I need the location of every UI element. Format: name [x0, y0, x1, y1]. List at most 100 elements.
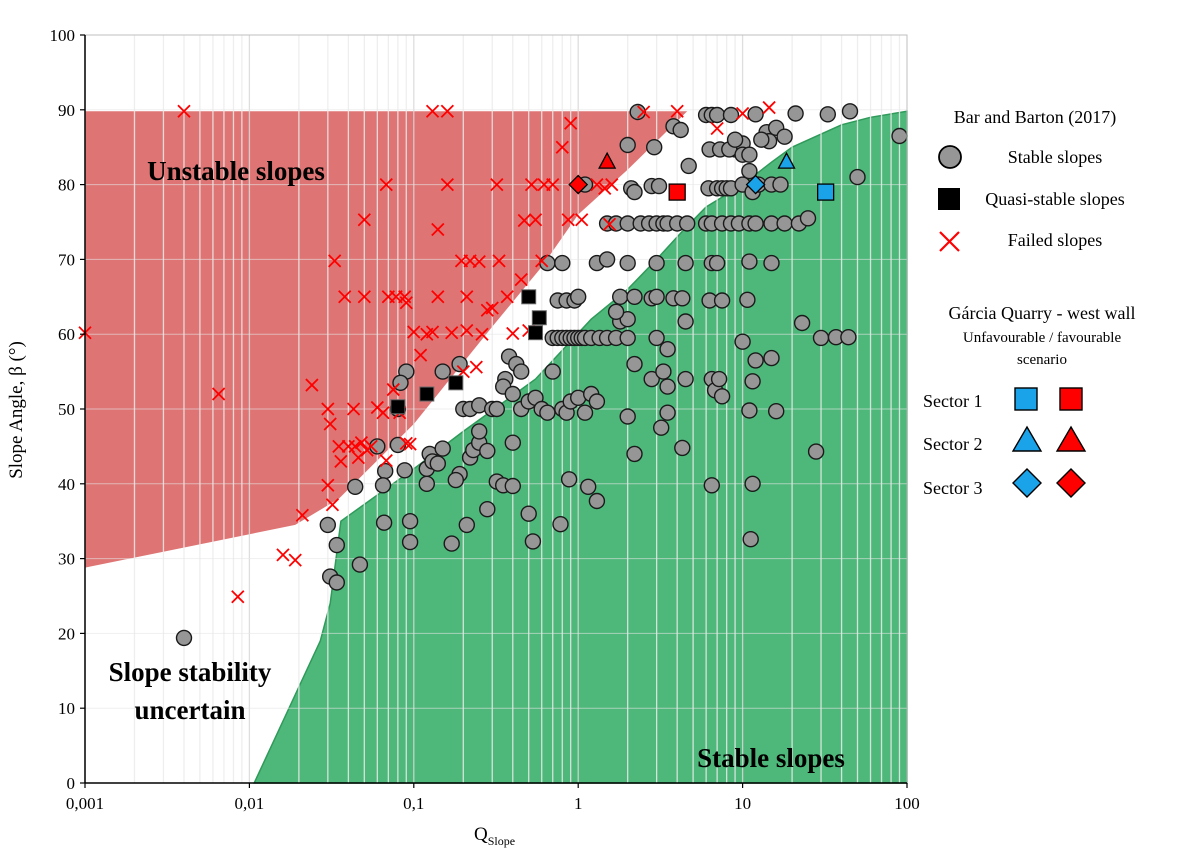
stable-slope-point — [739, 291, 756, 308]
failed-slope-point — [177, 104, 191, 118]
failed-slope-stroke — [334, 454, 348, 468]
failed-slope-point — [351, 450, 365, 465]
stable-slope-point — [580, 478, 597, 495]
failed-slope-stroke — [517, 213, 531, 228]
x-tick-label: 1 — [574, 794, 583, 813]
stable-slope-point — [787, 105, 804, 122]
legend-sector-1-label: Sector 1 — [923, 391, 982, 411]
quasi-stable-slope-point — [528, 325, 544, 341]
legend-sector-1-favourable-marker — [1059, 387, 1083, 411]
failed-slope-stroke — [605, 177, 619, 192]
failed-slope-stroke — [425, 104, 440, 118]
failed-slope-stroke — [735, 106, 750, 121]
failed-slope-point — [346, 402, 361, 416]
legend-sector-3-favourable-marker — [1056, 468, 1086, 498]
stable-slope-point — [708, 106, 726, 124]
failed-slope-stroke — [425, 325, 440, 339]
stable-slope-point — [648, 329, 665, 347]
failed-slope-stroke — [506, 326, 520, 341]
stable-slope-point — [650, 177, 668, 195]
stable-slope-point — [347, 478, 364, 495]
stable-slope-point — [374, 477, 392, 494]
stable-slope-point — [351, 556, 369, 573]
stable-slope-point — [612, 288, 629, 305]
failed-slope-point — [546, 177, 560, 192]
legend-sector-2-favourable-marker — [1055, 425, 1087, 452]
failed-slope-stroke — [472, 255, 486, 269]
garcia-sector-1-favourable-point — [668, 183, 686, 201]
stable-slope-point — [768, 403, 785, 420]
failed-slope-point — [425, 104, 440, 118]
stable-slope-point — [554, 254, 571, 272]
stable-slope-point — [713, 388, 731, 405]
stable-slope-point — [607, 303, 625, 320]
failed-slope-point — [490, 177, 504, 192]
failed-slope-point — [735, 106, 750, 121]
failed-slope-point — [334, 454, 348, 468]
stable-slope-point — [672, 121, 689, 139]
failed-slope-stroke — [524, 177, 539, 192]
x-axis-title-sub: Slope — [488, 834, 515, 848]
failed-slope-stroke — [212, 387, 226, 401]
stable-slope-point — [434, 363, 451, 380]
legend-title: Bar and Barton (2017) — [954, 107, 1116, 128]
failed-slope-stroke — [564, 116, 578, 130]
stable-slope-point — [504, 385, 521, 403]
stable-slope-point — [619, 408, 636, 425]
failed-slope-stroke — [407, 325, 421, 339]
stable-slope-point — [679, 215, 696, 232]
failed-slope-point — [305, 378, 319, 392]
legend-label-stable: Stable slopes — [1008, 147, 1103, 167]
failed-slope-stroke — [460, 290, 474, 304]
failed-slope-point — [386, 382, 400, 397]
stable-slope-point — [434, 440, 451, 457]
failed-slope-point — [636, 105, 651, 119]
stable-slope-point — [629, 103, 646, 121]
failed-slope-point — [564, 116, 578, 130]
stable-slope-point — [741, 146, 758, 163]
failed-slope-stroke — [321, 478, 335, 492]
failed-slope-point — [379, 453, 393, 468]
stable-slope-point — [619, 136, 636, 154]
failed-slope-stroke — [440, 104, 454, 118]
failed-slope-point — [440, 104, 454, 118]
stable-slope-point — [659, 404, 676, 421]
failed-slope-point — [598, 181, 612, 195]
failed-slope-stroke — [546, 177, 560, 192]
failed-slope-stroke — [469, 360, 483, 374]
legend-label-failed: Failed slopes — [1008, 230, 1103, 250]
stable-slope-point — [744, 373, 761, 390]
failed-slope-point — [431, 290, 445, 304]
failed-slope-point — [445, 326, 459, 340]
stable-slope-point — [677, 313, 694, 330]
legend-sector-2-unfavourable-marker — [1011, 425, 1043, 452]
garcia-sector-3-unfavourable-point — [745, 174, 766, 195]
failed-slope-stroke — [492, 254, 506, 268]
quasi-stable-slope-point — [390, 399, 406, 415]
stable-slope-point — [479, 442, 496, 460]
region-label-uncertain-line1: Slope stability — [109, 657, 272, 687]
x-axis-title: QSlope — [474, 824, 515, 848]
legend-sector-3-label: Sector 3 — [923, 478, 982, 498]
failed-slope-stroke — [440, 177, 454, 192]
failed-slope-point — [575, 213, 589, 227]
failed-slope-stroke — [590, 177, 604, 192]
failed-slope-point — [425, 325, 440, 339]
stable-slope-point — [319, 516, 336, 534]
stable-slope-point — [742, 531, 759, 548]
legend-sector-1-unfavourable-marker — [1014, 387, 1038, 411]
failed-slope-stroke — [431, 290, 445, 304]
failed-slope-point — [323, 417, 337, 431]
y-tick-label: 40 — [58, 475, 75, 494]
failed-slope-point — [399, 296, 413, 310]
x-tick-label: 10 — [734, 794, 751, 813]
legend-marker-quasi — [938, 188, 960, 210]
stable-slope-point — [471, 423, 488, 440]
failed-slope-point — [295, 508, 310, 522]
quasi-stable-slope-point — [419, 386, 435, 402]
stable-slope-point — [598, 251, 616, 268]
stable-slope-point — [443, 535, 460, 552]
stable-slope-point — [504, 434, 521, 451]
failed-slope-stroke — [636, 105, 651, 119]
stable-slope-point — [763, 349, 780, 367]
